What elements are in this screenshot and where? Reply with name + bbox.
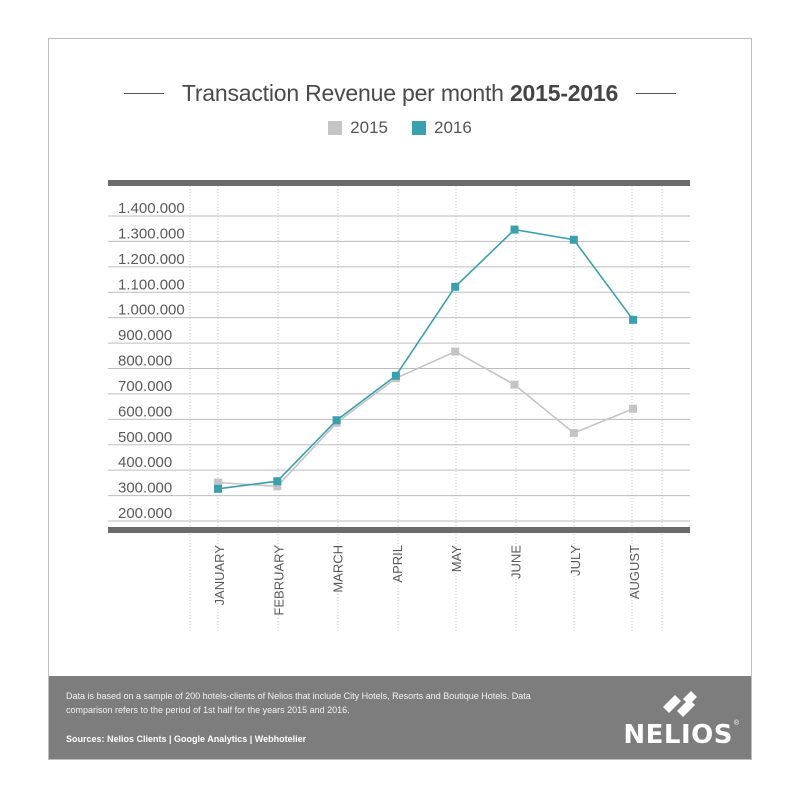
legend-label-2016: 2016 <box>434 118 472 137</box>
x-tick-label: JANUARY <box>212 545 227 606</box>
footer-sources: Sources: Nelios Clients | Google Analyti… <box>66 734 307 744</box>
legend-item-2015: 2015 <box>328 118 388 138</box>
data-point-2016 <box>629 315 638 324</box>
x-tick-label: MAY <box>449 545 464 573</box>
y-tick-label: 1.200.000 <box>118 251 185 268</box>
chart-legend: 2015 2016 <box>0 118 800 138</box>
x-tick-label: MARCH <box>331 545 346 593</box>
data-point-2015 <box>569 428 578 437</box>
y-tick-label: 900.000 <box>118 327 172 344</box>
title-prefix: Transaction Revenue per month <box>181 79 504 106</box>
legend-swatch-2016 <box>412 121 426 135</box>
series-line-2016 <box>217 228 634 490</box>
x-tick-label: APRIL <box>390 545 405 583</box>
x-tick-label: JULY <box>568 545 583 576</box>
x-tick-label: FEBRUARY <box>271 545 286 616</box>
data-point-2016 <box>569 235 578 244</box>
title-right-dash <box>636 92 677 94</box>
legend-item-2016: 2016 <box>412 118 472 138</box>
chart-title: Transaction Revenue per month 2015-2016 <box>181 79 619 107</box>
y-tick-label: 1.100.000 <box>118 276 185 293</box>
nelios-logo: NELIOS ® <box>623 690 739 750</box>
data-point-2016 <box>510 225 519 234</box>
data-point-2015 <box>510 380 519 389</box>
chart-bottom-bar <box>108 527 690 533</box>
y-tick-label: 500.000 <box>118 429 172 446</box>
data-point-2016 <box>451 282 460 291</box>
registered-mark: ® <box>733 720 739 727</box>
chart-title-row: Transaction Revenue per month 2015-2016 <box>0 78 800 108</box>
x-tick-label: AUGUST <box>627 545 642 599</box>
series-line-2015 <box>217 350 634 488</box>
data-point-2016 <box>332 416 341 425</box>
nelios-logo-text: NELIOS <box>623 720 733 750</box>
y-tick-label: 800.000 <box>118 353 172 370</box>
y-tick-label: 1.000.000 <box>118 302 185 319</box>
y-tick-label: 400.000 <box>118 454 172 471</box>
y-tick-label: 700.000 <box>118 378 172 395</box>
y-tick-label: 200.000 <box>118 505 172 522</box>
x-tick-label: JUNE <box>509 545 524 579</box>
nelios-logo-mark-icon <box>663 691 697 717</box>
y-tick-label: 600.000 <box>118 403 172 420</box>
y-tick-label: 1.400.000 <box>118 200 185 217</box>
y-tick-label: 300.000 <box>118 480 172 497</box>
data-point-2016 <box>214 484 222 493</box>
legend-swatch-2015 <box>328 121 343 135</box>
data-point-2015 <box>273 482 282 491</box>
data-point-2015 <box>214 478 222 487</box>
title-left-dash <box>123 92 164 94</box>
legend-label-2015: 2015 <box>350 118 388 137</box>
footer-panel: Data is based on a sample of 200 hotels-… <box>49 676 751 759</box>
chart-top-bar <box>108 180 690 186</box>
data-point-2015 <box>451 347 460 356</box>
data-point-2016 <box>391 371 400 380</box>
footer-note: Data is based on a sample of 200 hotels-… <box>66 691 531 715</box>
data-point-2016 <box>273 477 282 486</box>
chart-card <box>48 38 752 760</box>
data-point-2015 <box>629 404 638 413</box>
y-tick-label: 1.300.000 <box>118 225 185 242</box>
title-years: 2015-2016 <box>509 79 619 106</box>
